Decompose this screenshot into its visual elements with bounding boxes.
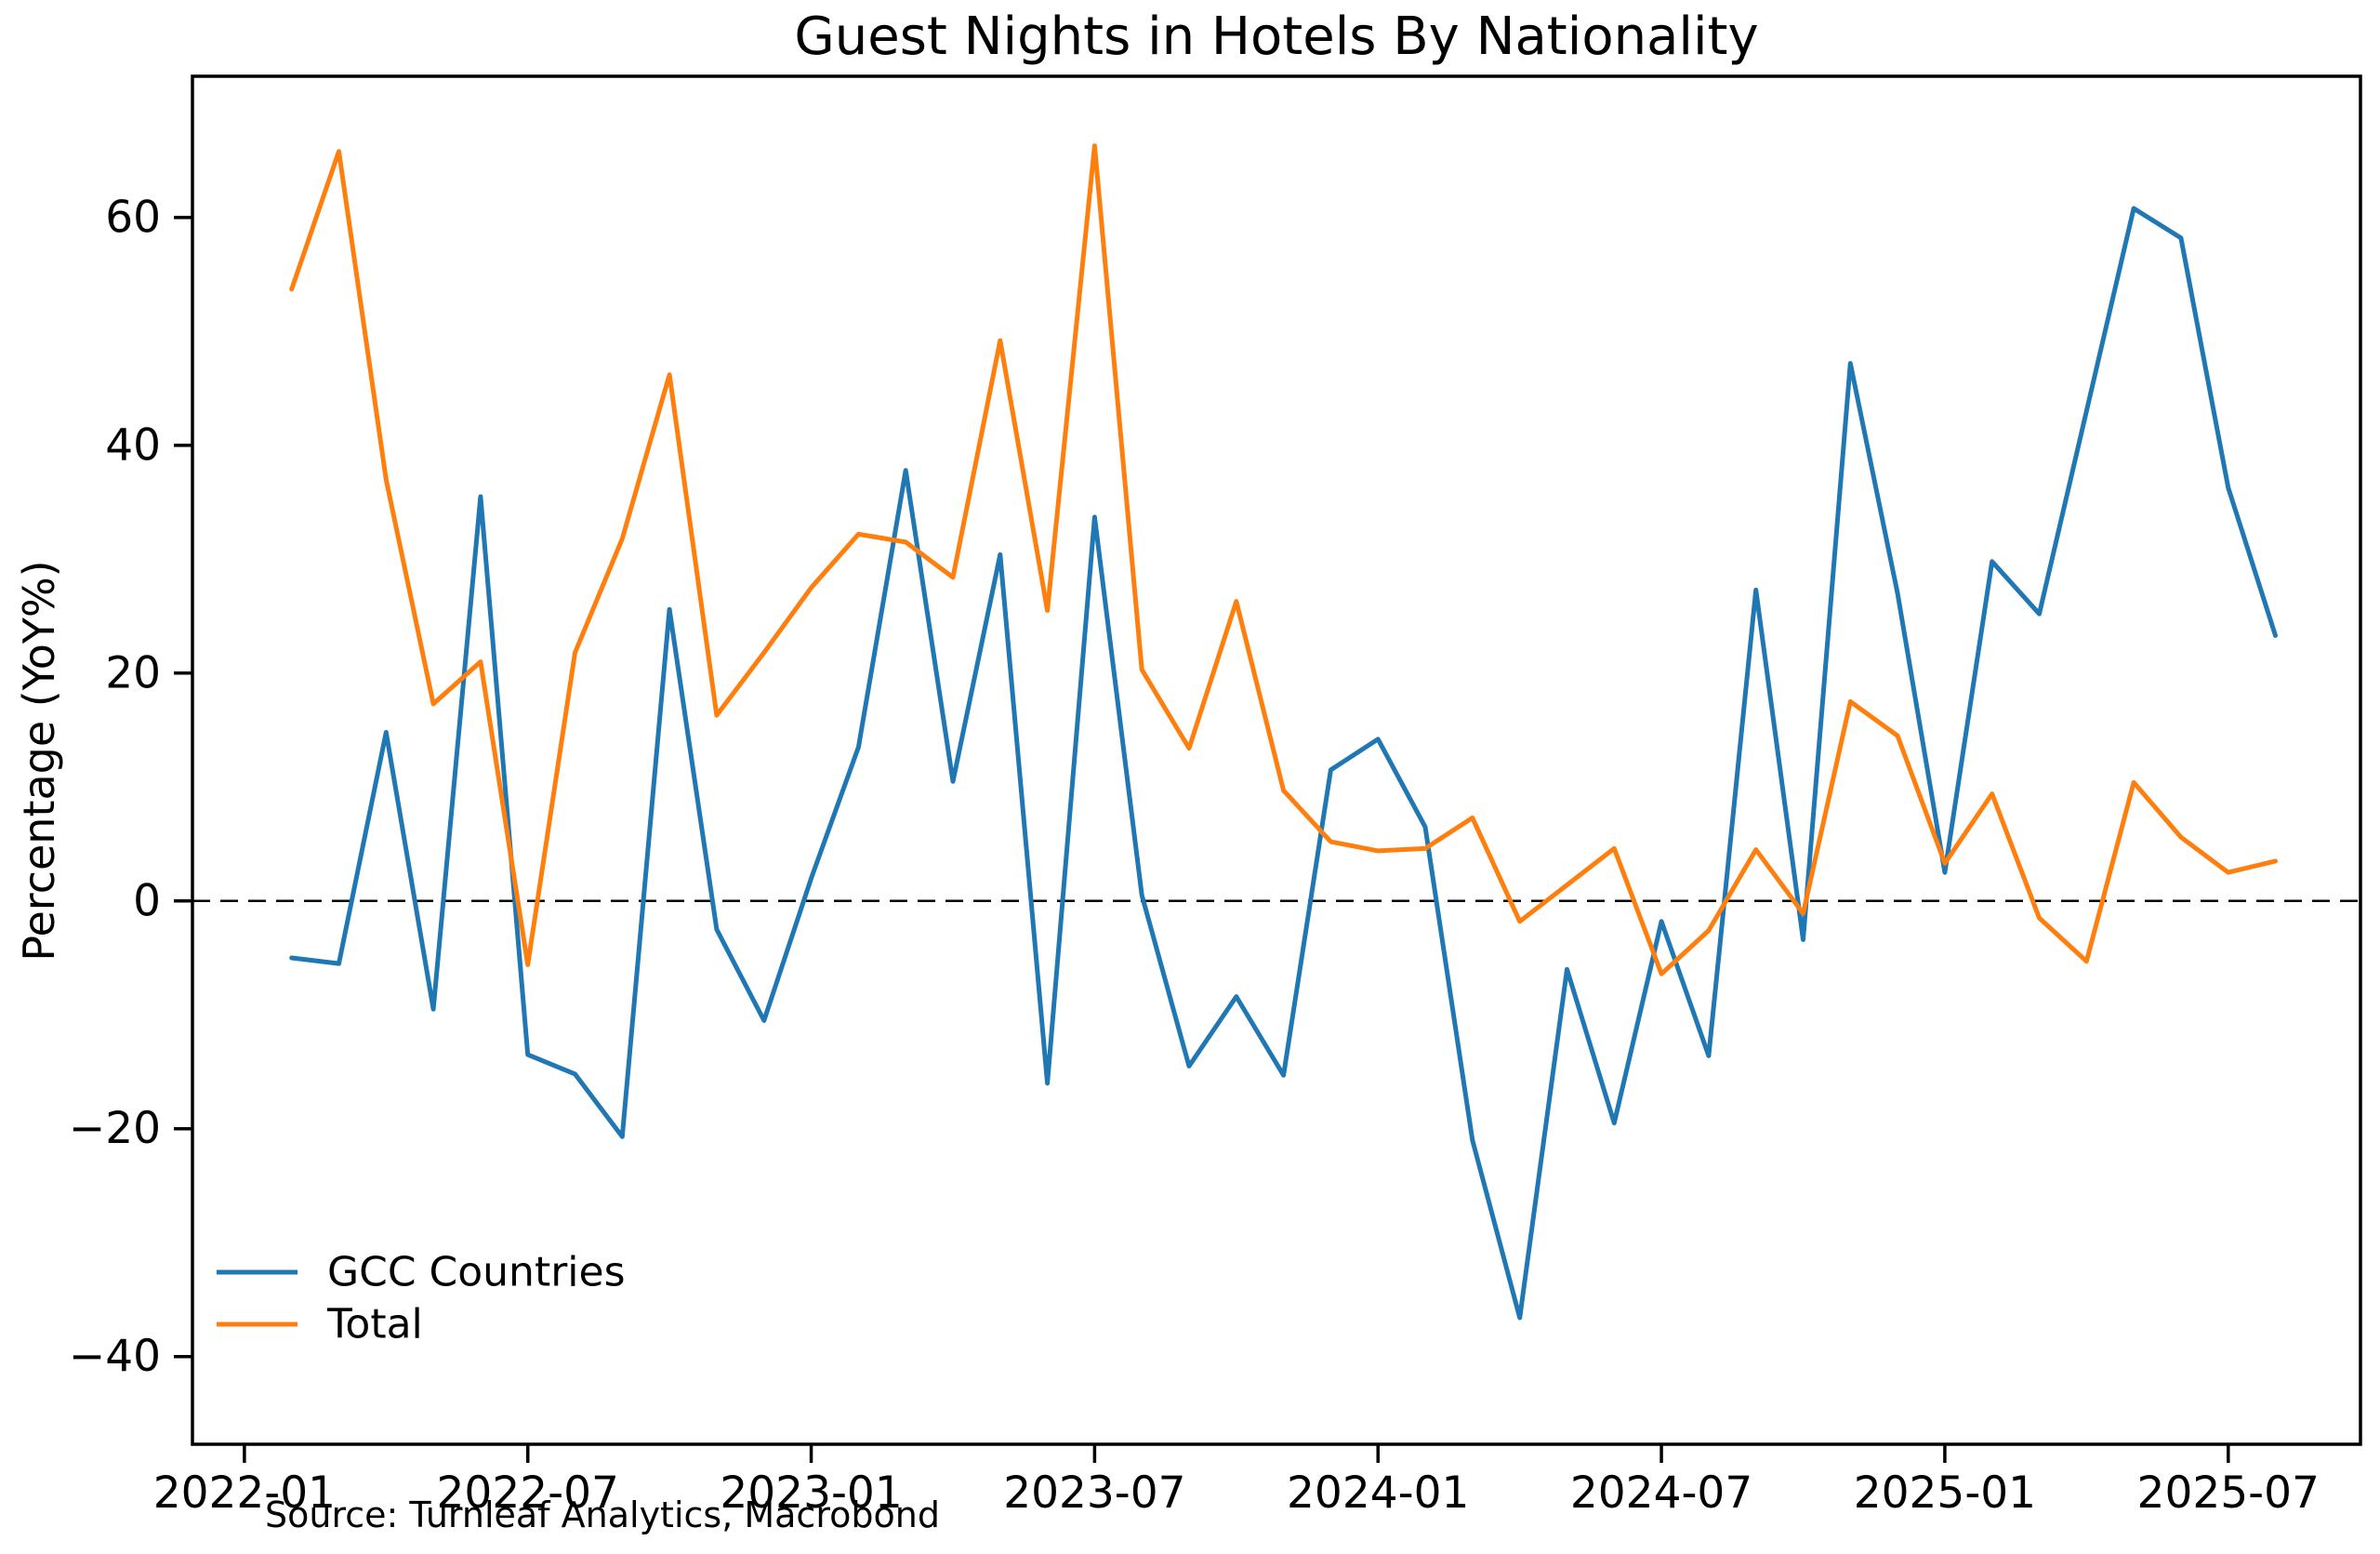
y-tick-label: 0 bbox=[133, 875, 161, 926]
legend-label-gcc-countries: GCC Countries bbox=[327, 1249, 626, 1296]
x-tick-label: 2025-01 bbox=[1854, 1468, 2036, 1519]
series-line-total bbox=[289, 143, 2278, 976]
y-tick-label: 60 bbox=[105, 192, 161, 243]
legend-label-total: Total bbox=[326, 1301, 423, 1348]
x-tick-label: 2024-07 bbox=[1570, 1468, 1752, 1519]
chart-title: Guest Nights in Hotels By Nationality bbox=[794, 7, 1758, 67]
y-tick-label: 40 bbox=[105, 419, 161, 471]
x-tick-label: 2023-07 bbox=[1003, 1468, 1185, 1519]
x-tick-label: 2024-01 bbox=[1287, 1468, 1469, 1519]
y-tick-label: 20 bbox=[105, 647, 161, 698]
y-tick-label: −20 bbox=[69, 1103, 161, 1154]
y-axis-label: Percentage (YoY%) bbox=[14, 560, 64, 961]
x-tick-label: 2022-07 bbox=[437, 1468, 619, 1519]
y-tick-label: −40 bbox=[69, 1331, 161, 1382]
x-tick-label: 2023-01 bbox=[720, 1468, 902, 1519]
source-note: Source: Turnleaf Analytics, Macrobond bbox=[265, 1494, 940, 1535]
x-tick-label: 2022-01 bbox=[153, 1468, 336, 1519]
series-line-gcc-countries bbox=[289, 206, 2278, 1321]
x-tick-label: 2025-07 bbox=[2137, 1468, 2320, 1519]
